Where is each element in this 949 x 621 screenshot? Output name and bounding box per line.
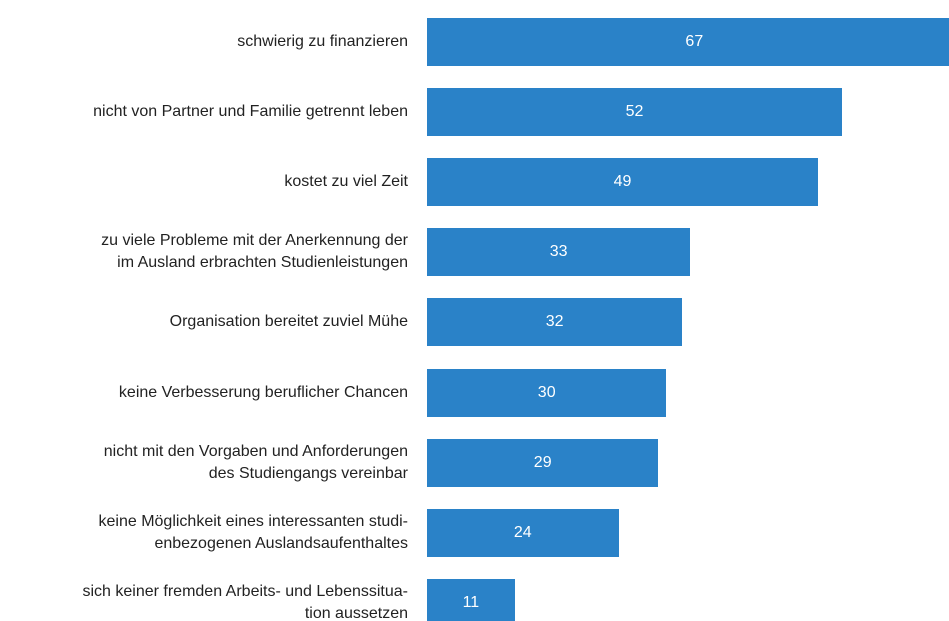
category-label: Organisation bereitet zuviel Mühe [169,313,408,331]
value-label: 11 [462,593,480,611]
bar [427,508,619,557]
category-label: kostet zu viel Zeit [284,173,408,191]
category-label: keine Verbesserung beruflicher Chancen [118,383,408,401]
bar [427,158,819,207]
bar [427,368,667,417]
bar [427,228,691,277]
category-label: keine Möglichkeit eines interessanten st… [98,512,409,552]
value-label: 52 [625,103,644,121]
category-label: schwierig zu finanzieren [237,33,408,50]
value-label: 32 [545,313,564,331]
bar [427,438,659,487]
bar [427,298,683,347]
bar [427,88,842,137]
value-label: 24 [513,523,532,541]
value-label: 33 [549,243,568,261]
bar [427,578,515,621]
value-label: 30 [537,383,556,401]
bar [427,18,949,66]
value-label: 49 [613,173,632,191]
category-label: zu viele Probleme mit der Anerkennung de… [101,232,408,272]
value-label: 67 [685,33,704,50]
category-label: sich keiner fremden Arbeits- und Lebenss… [82,582,408,621]
category-label: nicht von Partner und Familie getrennt l… [93,103,408,121]
value-label: 29 [533,453,552,471]
category-label: nicht mit den Vorgaben und Anforderungen… [103,442,408,482]
